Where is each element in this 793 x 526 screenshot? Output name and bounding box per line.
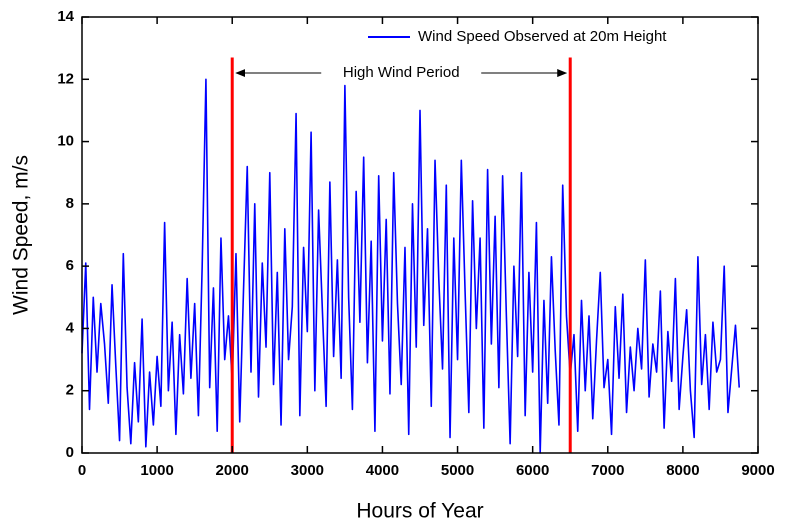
- data-line: [81, 78, 741, 454]
- y-tick-label: 14: [57, 8, 74, 25]
- x-axis-title: Hours of Year: [356, 500, 483, 523]
- y-tick-label: 4: [66, 319, 75, 336]
- x-tick-label: 2000: [216, 462, 249, 479]
- annotation: High Wind Period: [343, 64, 460, 81]
- plot-frame: [81, 16, 759, 454]
- y-tick-label: 8: [66, 195, 74, 212]
- x-tick-label: 8000: [666, 462, 699, 479]
- annotation-bg: [327, 63, 476, 84]
- x-tick-label: 6000: [516, 462, 549, 479]
- y-tick-label: 0: [66, 444, 74, 461]
- y-tick-label: 10: [57, 133, 74, 150]
- y-tick-label: 2: [66, 382, 74, 399]
- x-tick-label: 7000: [591, 462, 624, 479]
- x-tick-label: 3000: [291, 462, 324, 479]
- y-axis-title: Wind Speed, m/s: [10, 155, 33, 315]
- x-tick-label: 1000: [140, 462, 173, 479]
- x-tick-label: 0: [78, 462, 86, 479]
- x-tick-label: 9000: [741, 462, 774, 479]
- x-tick-label: 5000: [441, 462, 474, 479]
- y-tick-label: 6: [66, 257, 74, 274]
- legend-label: Wind Speed Observed at 20m Height: [418, 28, 667, 45]
- y-tick-label: 12: [57, 70, 74, 87]
- x-tick-label: 4000: [366, 462, 399, 479]
